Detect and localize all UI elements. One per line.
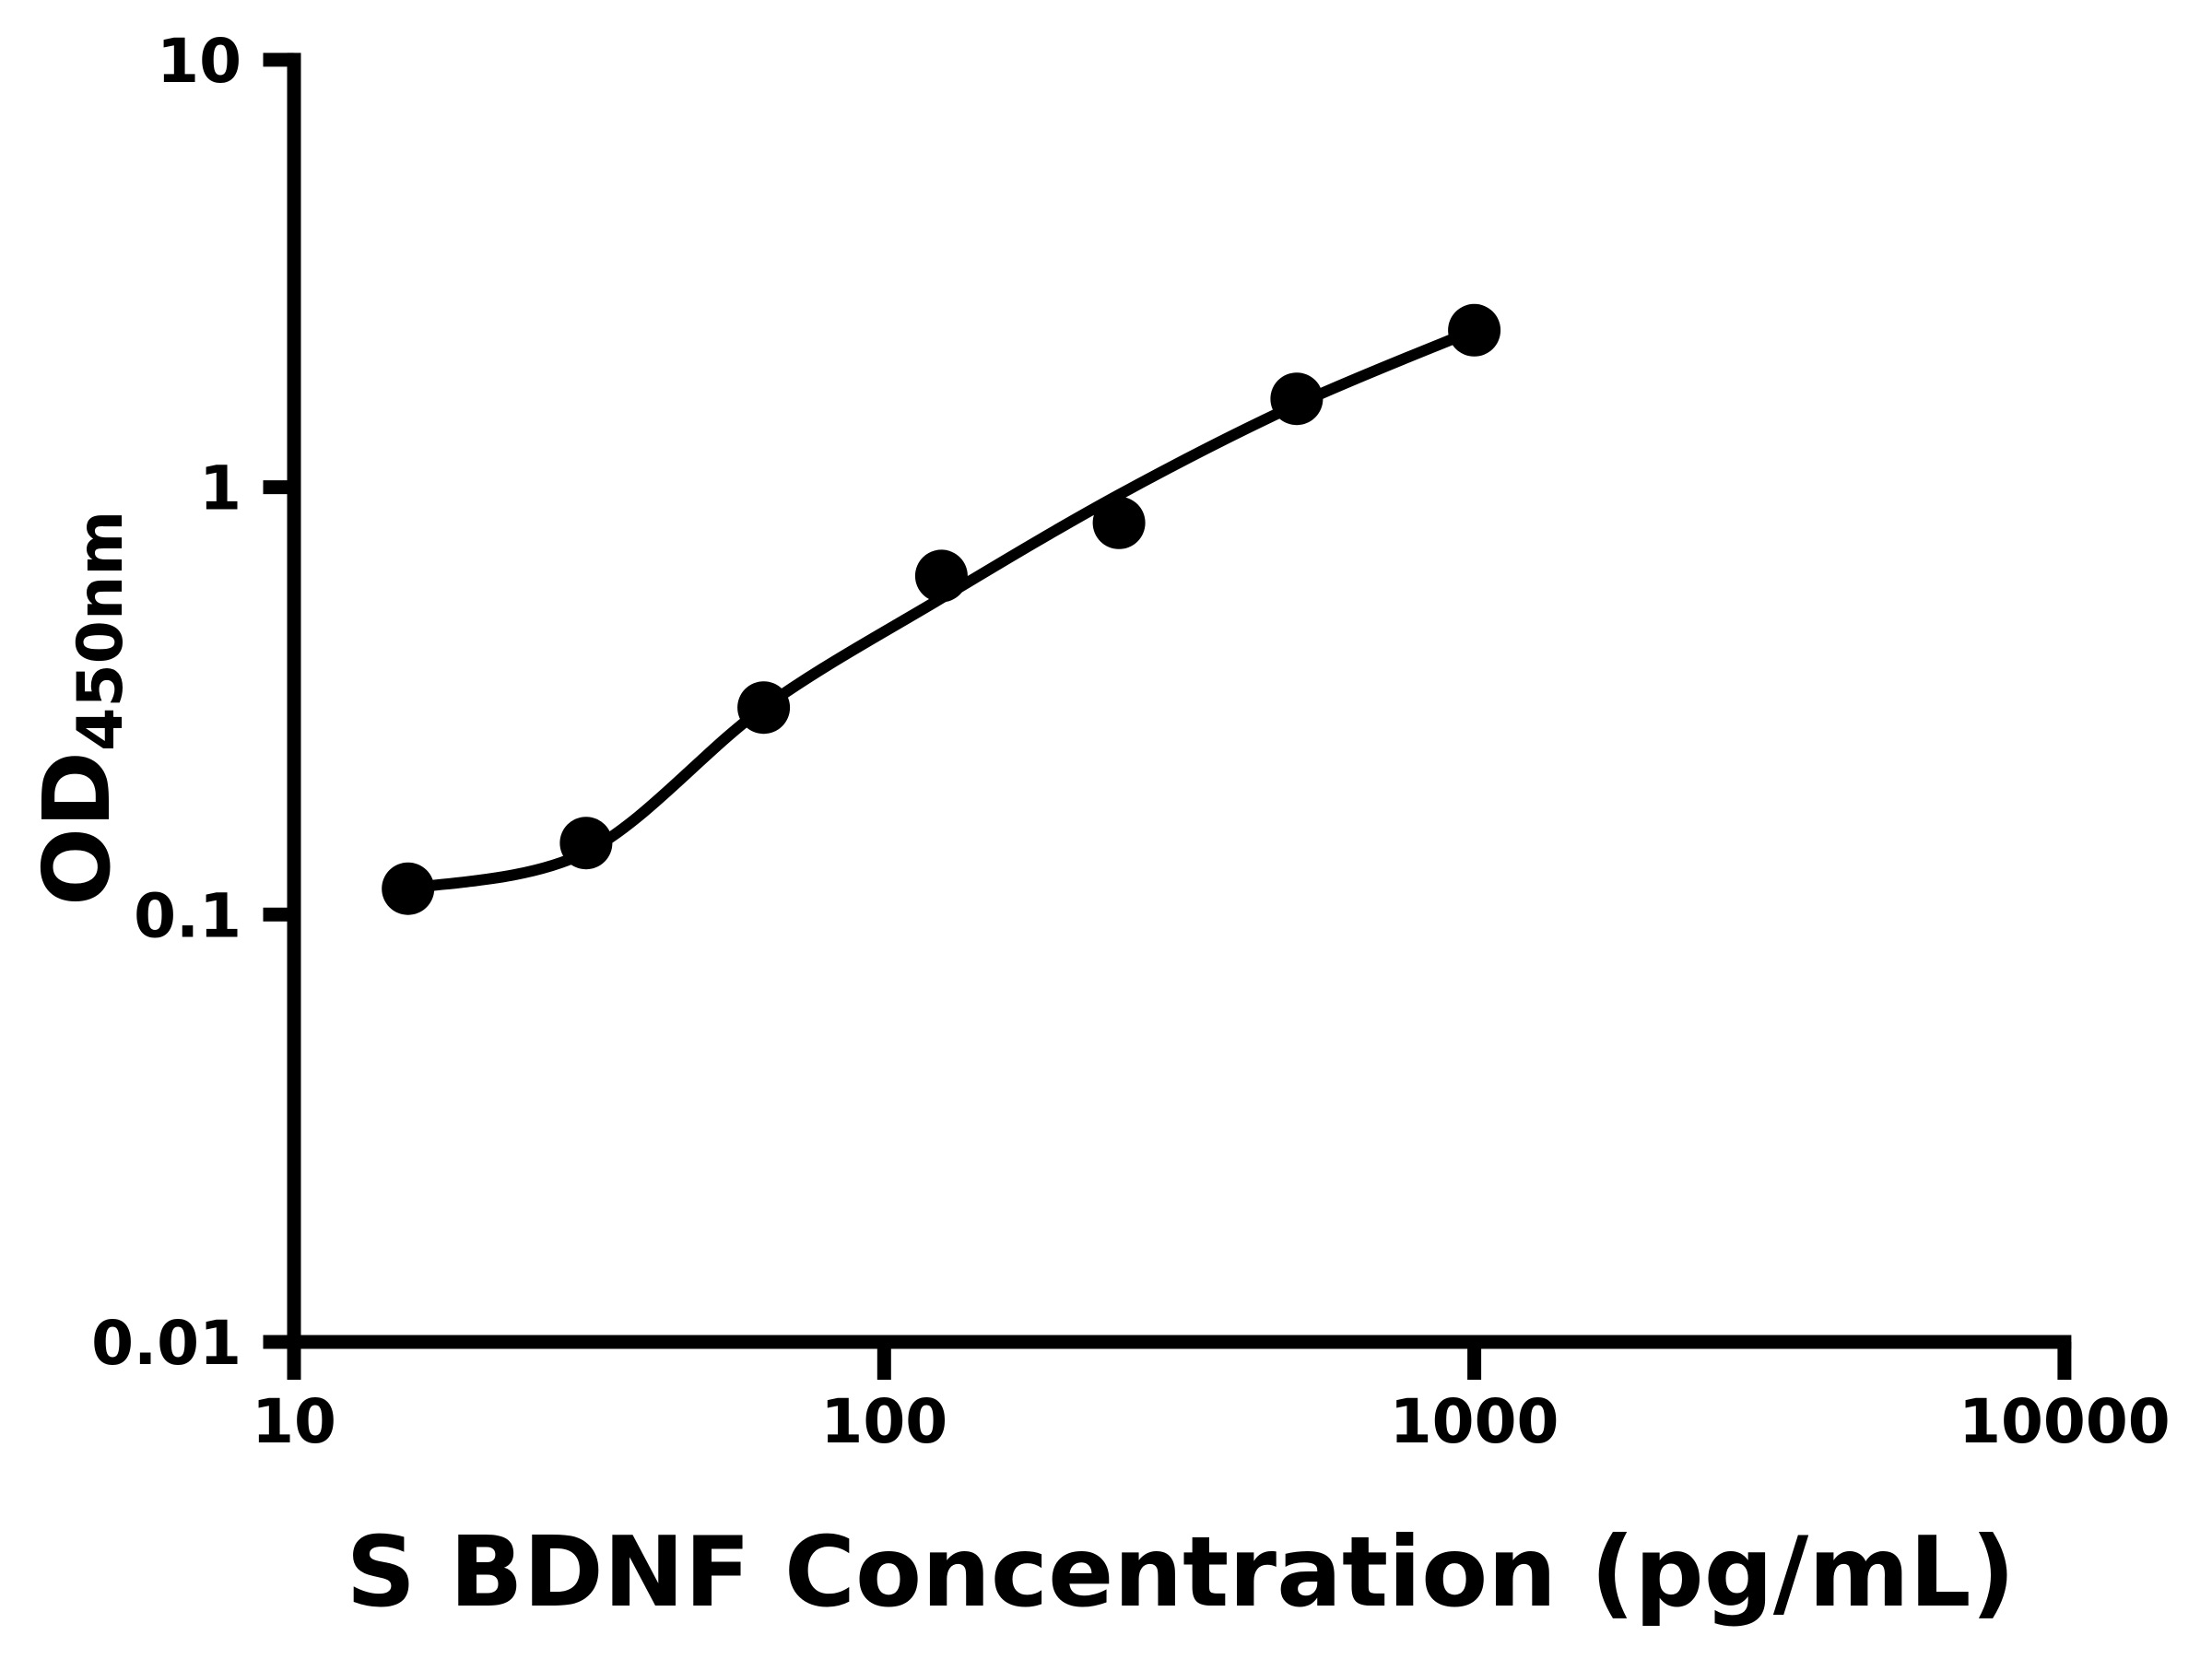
x-tick-label: 100 (820, 1386, 947, 1457)
x-tick-label: 1000 (1390, 1386, 1559, 1457)
plot-layer: 10 100 1000 10000 10 1 0.1 0.01 (91, 26, 2171, 1457)
y-axis-title-main: OD (23, 751, 131, 906)
y-axis-title-subscript: 450nm (65, 511, 137, 751)
x-tick-label: 10000 (1959, 1386, 2171, 1457)
x-axis-title: S BDNF Concentration (pg/mL) (346, 1516, 2015, 1629)
y-axis-title: OD450nm (23, 511, 137, 906)
data-point (1448, 303, 1501, 357)
y-tick-label: 0.01 (91, 1308, 241, 1379)
y-tick-label: 1 (199, 453, 241, 524)
data-point (382, 862, 435, 915)
data-point (559, 817, 613, 870)
data-point (1270, 372, 1324, 426)
data-point (1092, 496, 1146, 549)
x-tick-label: 10 (252, 1386, 336, 1457)
data-point (737, 681, 791, 735)
data-point (914, 549, 968, 603)
y-tick-label: 0.1 (134, 880, 241, 951)
y-tick-label: 10 (157, 26, 241, 97)
